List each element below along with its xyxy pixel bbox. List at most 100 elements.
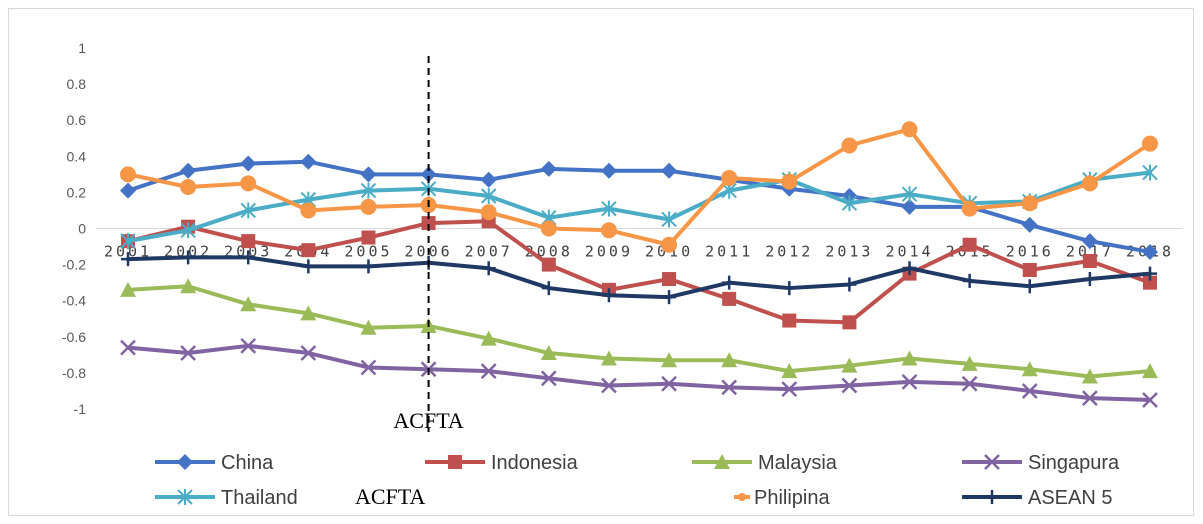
data-point: [541, 257, 556, 272]
data-point: [121, 252, 135, 267]
data-point: [1021, 361, 1038, 377]
series-line: [126, 343, 1152, 402]
data-point: [985, 490, 999, 504]
legend: China Indonesia Malaysia Singapura Thailand P…: [155, 452, 1120, 509]
data-point: [1021, 216, 1038, 233]
legend-label: Indonesia: [491, 452, 579, 474]
data-point: [601, 377, 617, 394]
data-point: [360, 319, 377, 335]
data-point: [480, 363, 497, 379]
data-point: [1082, 253, 1097, 268]
y-tick-label: 0.6: [67, 112, 87, 128]
x-tick-label: 2005: [344, 243, 392, 261]
data-point: [984, 454, 1000, 470]
x-tick-label: 2001: [104, 243, 152, 261]
data-point: [601, 288, 616, 303]
series-line: [126, 284, 1152, 379]
data-point: [842, 315, 857, 330]
x-tick-label: 2009: [585, 243, 633, 261]
data-point: [961, 355, 978, 371]
data-point: [360, 166, 377, 183]
y-tick-label: -0.4: [62, 293, 86, 309]
y-axis-ticks: 1 0.8 0.6 0.4 0.2 0 -0.2 -0.4 -0.6 -0.8 -1: [62, 40, 86, 417]
series-philipina: [120, 121, 1158, 253]
data-point: [301, 243, 316, 258]
data-point: [360, 182, 377, 199]
series-line: [126, 159, 1152, 254]
x-tick-label: 2016: [1006, 243, 1054, 261]
data-point: [240, 175, 257, 192]
data-point: [241, 250, 256, 265]
data-point: [180, 222, 196, 239]
y-tick-label: 0.8: [67, 76, 87, 92]
data-point: [1081, 175, 1098, 192]
data-point: [600, 162, 617, 179]
data-point: [1142, 243, 1158, 260]
series-line: [126, 219, 1152, 325]
data-point: [902, 261, 917, 276]
data-point: [421, 216, 436, 231]
data-point: [901, 198, 918, 215]
data-point: [721, 169, 738, 186]
acfta-annotation-label: ACFTA: [393, 408, 463, 433]
acfta-legend-label: ACFTA: [355, 484, 425, 509]
series-singapura: [120, 337, 1158, 408]
data-point: [842, 277, 857, 292]
data-point: [120, 281, 136, 297]
y-tick-label: 0.2: [67, 184, 87, 200]
data-point: [661, 375, 677, 392]
legend-label: Malaysia: [758, 452, 838, 474]
data-point: [480, 330, 497, 346]
y-tick-label: 1: [78, 40, 86, 56]
data-point: [782, 281, 797, 296]
data-point: [1022, 279, 1037, 294]
series-line: [126, 255, 1152, 300]
x-tick-label: 2017: [1066, 243, 1114, 261]
data-point: [1022, 263, 1037, 278]
y-tick-label: 0: [78, 221, 86, 237]
data-point: [1142, 363, 1158, 379]
data-point: [962, 273, 977, 288]
data-point: [181, 250, 196, 265]
data-point: [240, 202, 256, 219]
data-point: [1081, 368, 1098, 384]
legend-item-philipina: Philipina: [734, 487, 830, 509]
data-point: [661, 236, 678, 253]
data-point: [1081, 233, 1098, 250]
data-point: [1143, 275, 1157, 290]
data-point: [901, 186, 918, 203]
series-indonesia: [121, 214, 1157, 330]
data-point: [300, 153, 317, 170]
data-point: [480, 188, 497, 205]
data-point: [120, 182, 136, 199]
data-point: [300, 305, 317, 321]
data-point: [781, 363, 798, 379]
x-tick-label: 2014: [885, 243, 933, 261]
data-point: [714, 454, 730, 469]
y-tick-label: -0.6: [62, 329, 86, 345]
data-point: [540, 220, 557, 237]
data-point: [240, 296, 257, 312]
legend-label: Philipina: [754, 487, 830, 509]
data-point: [241, 234, 256, 249]
data-point: [1081, 390, 1098, 407]
legend-item-thailand: Thailand: [155, 487, 298, 509]
data-point: [721, 352, 738, 368]
data-point: [841, 357, 858, 373]
data-point: [661, 162, 678, 179]
series-line: [126, 170, 1152, 244]
data-point: [180, 162, 197, 179]
data-point: [360, 198, 377, 215]
data-point: [480, 204, 497, 221]
data-point: [240, 337, 257, 354]
data-point: [481, 261, 496, 276]
data-point: [1143, 266, 1157, 281]
x-tick-label: 2007: [465, 243, 513, 261]
data-point: [721, 379, 738, 396]
data-point: [180, 278, 197, 294]
data-point: [1142, 392, 1158, 408]
chart-frame: [8, 8, 1194, 516]
data-point: [360, 359, 377, 376]
data-point: [600, 350, 617, 366]
data-point: [961, 200, 978, 217]
